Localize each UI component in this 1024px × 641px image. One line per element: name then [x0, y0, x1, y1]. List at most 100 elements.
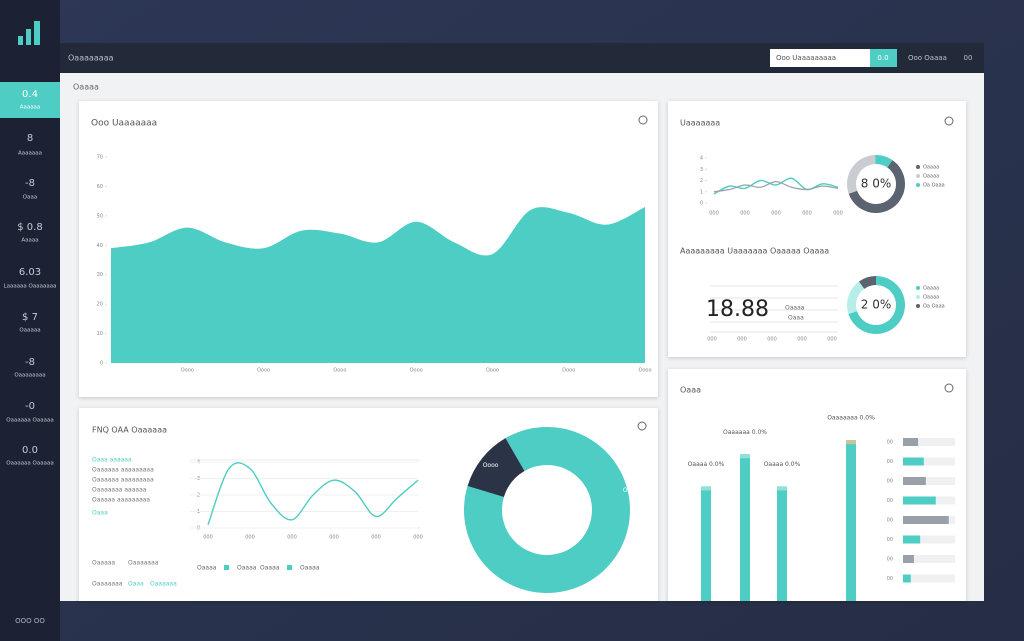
x-tick-label: 000	[371, 535, 381, 541]
search-box[interactable]	[770, 49, 870, 67]
bar-cap	[846, 440, 856, 445]
legend-label: Oa Oaaa	[923, 304, 945, 310]
legend-dot	[916, 286, 920, 290]
x-tick-label: 000	[767, 337, 777, 343]
x-tick-label: 000	[802, 211, 812, 217]
x-tick-label: 000	[737, 337, 747, 343]
panel-title: FNQ OAA Oaaaaaa	[92, 426, 167, 435]
center-label: 2 0%	[861, 298, 892, 312]
kpi-label: Oaaaa	[785, 305, 805, 312]
bar	[903, 496, 936, 505]
y-tick-label: 00	[887, 440, 893, 446]
panel	[668, 101, 966, 357]
slice-label: Oooo	[623, 487, 639, 494]
panel-title: Oaaa	[680, 386, 701, 395]
gear-icon[interactable]	[637, 421, 647, 431]
legend-text: Oaaaa	[197, 565, 217, 572]
gear-icon[interactable]	[944, 383, 954, 393]
nav-label: Aaaaaa	[20, 105, 41, 111]
nav-value[interactable]: $ 7	[22, 312, 38, 323]
y-tick-label: 20	[97, 302, 103, 308]
bar-annotation: Oaaaaaa 0.0%	[723, 429, 767, 436]
bar-cap	[777, 486, 787, 491]
x-tick-label: 000	[287, 535, 297, 541]
x-tick-label: 000	[203, 535, 213, 541]
y-tick-label: 60	[97, 184, 103, 190]
bar	[903, 457, 924, 466]
legend-label: Oaaaa	[923, 165, 939, 171]
x-tick-label: Oooo	[181, 368, 194, 374]
bar	[903, 438, 919, 446]
list-item: Oaaa	[92, 510, 108, 517]
nav-value[interactable]: -0	[25, 401, 35, 412]
pie-slice	[858, 276, 876, 289]
sidebar	[0, 0, 60, 641]
panel-title: Uaaaaaaa	[680, 119, 720, 128]
nav-label: Laaaaaa Oaaaaaaa	[4, 284, 57, 290]
kpi-grid	[710, 285, 838, 333]
nav-label: Aaaaaaa	[18, 151, 42, 157]
y-tick-label: 00	[887, 518, 893, 524]
pie-slice	[848, 160, 905, 213]
gear-icon[interactable]	[944, 116, 954, 126]
y-tick-label: 00	[887, 537, 893, 543]
y-tick-label: 10	[97, 331, 103, 337]
bar	[903, 516, 949, 524]
legend-label: Oaaaa	[923, 295, 939, 301]
line	[207, 462, 419, 525]
legend-text: Oaaaa	[300, 565, 320, 572]
user-icon[interactable]: 00	[964, 54, 973, 62]
bar	[903, 535, 921, 544]
x-tick-label: 000	[827, 337, 837, 343]
bar-cap	[740, 454, 750, 459]
bar-annotation: Oaaaaaaa 0.0%	[827, 415, 875, 422]
user-name[interactable]: Ooo Oaaaa	[908, 54, 947, 62]
nav-value[interactable]: 0.4	[22, 89, 38, 100]
list-item: Oaaaaa aaaaaaaaa	[92, 497, 150, 504]
pie-slice	[847, 281, 865, 314]
list-item: Oaaaaaa aaaaaaaaa	[92, 467, 154, 474]
legend-dot	[916, 174, 920, 178]
bar-track	[903, 535, 955, 544]
y-tick-label: 00	[887, 479, 893, 485]
gear-icon[interactable]	[638, 115, 648, 125]
note: Oaaaaaaa	[92, 581, 123, 588]
nav-value[interactable]: 8	[27, 133, 33, 144]
nav-value[interactable]: -8	[25, 357, 35, 368]
line	[713, 177, 839, 195]
x-tick-label: Oooo	[333, 368, 346, 374]
y-tick-label: 70	[97, 155, 103, 161]
y-tick-label: 00	[887, 498, 893, 504]
search-button[interactable]	[870, 49, 897, 67]
slice-label: Oooo	[483, 462, 499, 469]
kpi-label: Oaaa	[788, 315, 804, 322]
nav-value[interactable]: 6.03	[19, 267, 41, 278]
logo	[18, 36, 23, 45]
nav-value[interactable]: $ 0.8	[17, 222, 42, 233]
bar	[740, 454, 750, 601]
note: Oaaa	[128, 581, 144, 588]
x-tick-label: 000	[329, 535, 339, 541]
y-tick-label: 00	[887, 459, 893, 465]
bar	[777, 486, 787, 601]
nav-label: Oaaaaa	[19, 328, 40, 334]
bar-annotation: Oaaaa 0.0%	[764, 461, 801, 468]
y-tick-label: 00	[887, 576, 893, 582]
nav-value[interactable]: -8	[25, 178, 35, 189]
y-tick-label: 40	[97, 243, 103, 249]
legend-dot	[916, 295, 920, 299]
x-tick-label: 000	[245, 535, 255, 541]
nav-value[interactable]: 0.0	[22, 445, 38, 456]
legend-swatch	[287, 565, 292, 570]
search-text: Ooo Uaaaaaaaaa	[776, 54, 836, 62]
x-tick-label: Oooo	[410, 368, 423, 374]
bar-track	[903, 457, 955, 466]
y-tick-label: 0	[700, 201, 703, 207]
x-tick-label: 000	[833, 211, 843, 217]
nav-label: Oaaaaaaaa	[14, 373, 45, 379]
bar-track	[903, 555, 955, 563]
list-item: Oaaa aaaaaa	[92, 457, 132, 464]
y-tick-label: 50	[97, 213, 103, 219]
y-tick-label: 1	[700, 189, 703, 195]
